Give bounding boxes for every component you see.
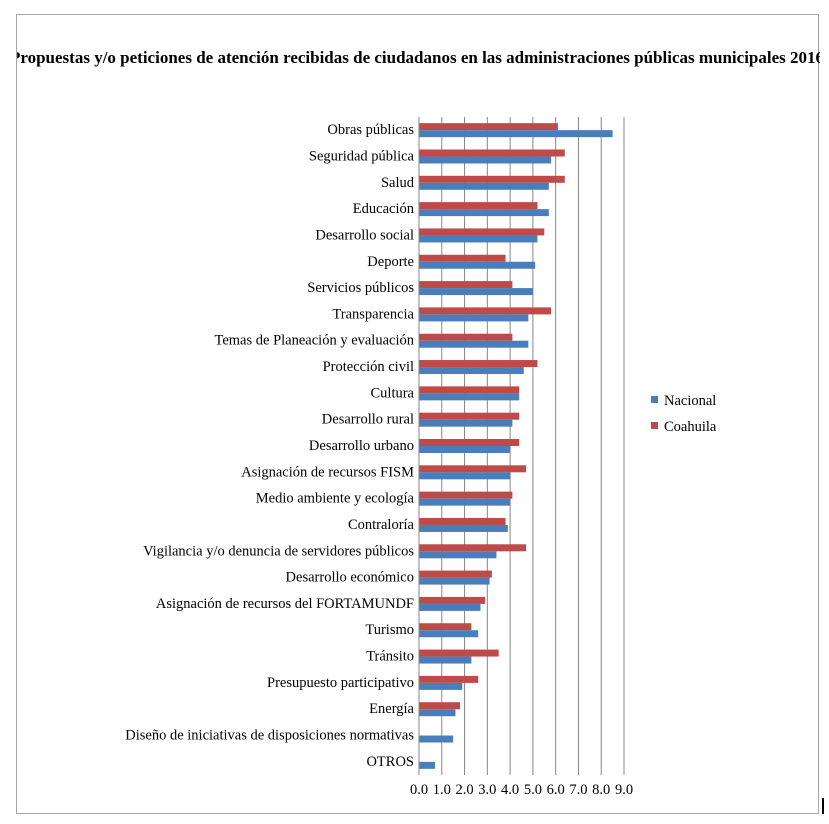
bar-nacional [419,367,524,375]
x-tick-label: 6.0 [547,782,565,798]
bar-nacional [419,630,479,638]
bar-nacional [419,551,497,559]
category-label: Deporte [367,254,414,270]
bar-coahuila [419,281,513,289]
legend: Nacional Coahuila [651,393,717,435]
x-tick-label: 1.0 [433,782,451,798]
category-label: Desarrollo urbano [309,438,414,454]
category-label: Salud [381,175,415,191]
bar-coahuila [419,675,479,683]
legend-label-coahuila: Coahuila [664,419,717,435]
bar-coahuila [419,202,538,210]
category-label: Obras públicas [327,122,414,138]
category-label: Desarrollo social [315,227,414,243]
x-tick-label: 4.0 [501,782,519,798]
x-tick-label: 9.0 [615,782,633,798]
category-labels: Obras públicas Seguridad pública Salud Educ… [125,122,414,770]
bar-coahuila [419,333,513,341]
category-label: Desarrollo rural [322,412,414,428]
chart-frame: Propuestas y/o peticiones de atención re… [16,14,820,814]
grid-lines [441,117,625,775]
bar-coahuila [419,412,520,420]
bar-nacional [419,340,529,348]
bars [419,123,613,769]
bar-nacional [419,393,520,401]
category-label: Educación [353,201,415,217]
bar-coahuila [419,360,538,368]
bar-nacional [419,261,536,269]
bar-nacional [419,419,513,427]
bar-nacional [419,524,508,532]
category-label: Tránsito [366,649,414,665]
x-tick-label: 3.0 [478,782,496,798]
bar-coahuila [419,465,527,473]
category-label: Transparencia [332,306,414,322]
bar-coahuila [419,149,565,157]
category-label: Contraloría [348,517,415,533]
legend-swatch-coahuila [651,422,658,429]
bar-coahuila [419,228,545,236]
category-label: Turismo [365,622,414,638]
bar-nacional [419,235,538,243]
bar-coahuila [419,386,520,394]
bar-nacional [419,498,511,506]
bar-nacional [419,209,549,217]
category-label: Desarrollo económico [286,570,414,586]
category-label: Seguridad pública [309,148,415,164]
legend-label-nacional: Nacional [664,393,716,409]
bar-nacional [419,735,454,743]
category-label: Servicios públicos [307,280,414,296]
x-tick-label: 8.0 [592,782,610,798]
category-label: Energía [369,701,414,717]
category-label: Presupuesto participativo [267,675,414,691]
bar-coahuila [419,123,558,131]
bar-nacional [419,130,613,138]
bar-nacional [419,288,533,296]
bar-coahuila [419,570,492,578]
chart-title: Propuestas y/o peticiones de atención re… [17,48,820,67]
bar-nacional [419,682,463,690]
category-label: Protección civil [323,359,414,375]
category-label: Asignación de recursos del FORTAMUNDF [156,596,414,612]
bar-nacional [419,446,511,453]
category-label: Temas de Planeación y evaluación [215,333,415,349]
bar-nacional [419,577,490,585]
category-label: Medio ambiente y ecología [256,491,415,507]
bar-nacional [419,603,481,611]
bar-coahuila [419,544,527,552]
edge-mark [822,798,824,814]
category-label: Asignación de recursos FISM [241,464,414,480]
bar-nacional [419,472,511,480]
bar-nacional [419,182,549,190]
bar-nacional [419,709,456,717]
bar-coahuila [419,596,486,604]
bar-coahuila [419,649,499,657]
category-label: Diseño de iniciativas de disposiciones n… [125,728,414,744]
bar-coahuila [419,307,552,315]
bar-coahuila [419,439,520,446]
chart-svg: Propuestas y/o peticiones de atención re… [17,48,820,798]
x-tick-label: 5.0 [524,782,542,798]
category-label: Vigilancia y/o denuncia de servidores pú… [143,543,414,559]
category-label: Cultura [371,385,415,401]
bar-coahuila [419,491,513,499]
bar-nacional [419,761,435,769]
bar-coahuila [419,623,472,631]
category-label: OTROS [366,754,414,770]
x-tick-label: 2.0 [455,782,473,798]
bar-coahuila [419,254,506,262]
bar-coahuila [419,702,460,710]
bar-nacional [419,314,529,322]
x-tick-label: 7.0 [569,782,587,798]
bar-coahuila [419,517,506,525]
bar-nacional [419,156,552,164]
x-tick-label: 0.0 [410,782,428,798]
bar-coahuila [419,175,565,183]
x-tick-labels: 0.0 1.0 2.0 3.0 4.0 5.0 6.0 7.0 8.0 9.0 [410,782,633,798]
bar-nacional [419,656,472,664]
legend-swatch-nacional [651,396,658,403]
